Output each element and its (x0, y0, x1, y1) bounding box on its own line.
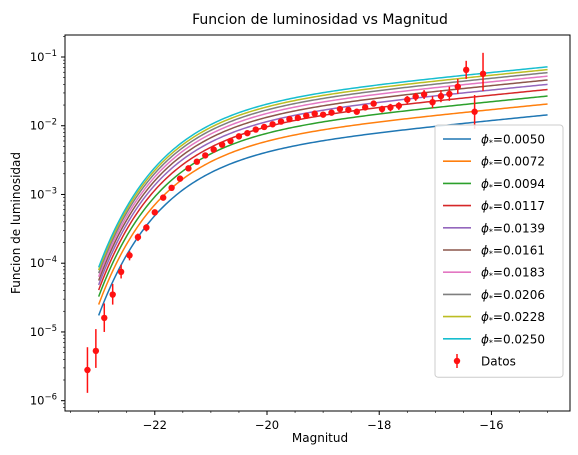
data-point (244, 129, 251, 137)
data-point (117, 268, 125, 276)
data-point (159, 194, 167, 201)
legend-label: ϕ*=0.0228 (481, 310, 545, 325)
legend-label: Datos (481, 355, 516, 369)
data-point (387, 104, 394, 111)
x-tick-label: −22 (143, 418, 167, 432)
data-point (185, 165, 192, 172)
data-point (420, 91, 428, 98)
legend-box (434, 124, 564, 378)
data-point (210, 146, 217, 153)
y-tick-label: 10−6 (30, 393, 57, 408)
data-point (437, 92, 445, 100)
legend: ϕ*=0.0050 ϕ*=0.0072 ϕ*=0.0094 ϕ*=0.0117 ϕ*=0… (434, 124, 564, 378)
data-point (176, 175, 184, 182)
data-point (143, 224, 150, 231)
data-point (395, 102, 403, 109)
data-point (193, 158, 201, 165)
data-points (84, 52, 487, 393)
data-point (370, 100, 377, 107)
data-point (303, 112, 310, 119)
legend-label: ϕ*=0.0117 (481, 199, 545, 214)
data-point (336, 105, 344, 113)
data-point (277, 118, 285, 125)
data-point (311, 110, 318, 117)
curve-series-9 (97, 66, 548, 268)
data-point (479, 70, 487, 77)
data-point (235, 133, 243, 140)
data-point (218, 141, 226, 148)
x-axis-label: Magnitud (292, 431, 348, 445)
data-point (92, 347, 100, 355)
curve-series-2 (97, 95, 548, 297)
data-point (84, 366, 91, 374)
data-point (454, 83, 461, 90)
chart-title: Funcion de luminosidad vs Magnitud (192, 12, 448, 28)
curve-series-5 (97, 79, 548, 281)
data-point (378, 105, 386, 113)
data-point (294, 114, 302, 122)
data-point (361, 104, 369, 111)
data-point (353, 108, 360, 115)
data-point (446, 90, 453, 98)
legend-label: ϕ*=0.0250 (481, 332, 545, 347)
data-point (151, 209, 158, 216)
legend-label: ϕ*=0.0072 (481, 155, 545, 170)
curve-series-0 (97, 114, 548, 316)
legend-label: ϕ*=0.0139 (481, 221, 545, 236)
x-tick-label: −20 (255, 418, 279, 432)
data-point (462, 66, 470, 74)
curve-series-6 (97, 75, 548, 277)
data-point (269, 121, 276, 128)
curve-series-8 (97, 68, 548, 271)
legend-label: ϕ*=0.0183 (481, 266, 545, 281)
data-point (101, 314, 108, 322)
data-point (252, 126, 259, 133)
curve-series-4 (97, 83, 548, 286)
data-point (328, 109, 335, 116)
data-point (260, 123, 268, 131)
y-axis-label: Funcion de luminosidad (9, 152, 23, 294)
data-point (109, 291, 116, 298)
y-tick-label: 10−4 (30, 255, 57, 270)
x-tick-label: −18 (367, 418, 391, 432)
data-point (168, 184, 175, 192)
data-point (412, 93, 419, 100)
y-tick-label: 10−2 (30, 118, 57, 133)
data-point (134, 233, 142, 241)
legend-swatch (453, 357, 461, 365)
data-point (202, 152, 209, 159)
plot-frame (64, 34, 571, 412)
data-point (404, 96, 411, 103)
y-axis: 10−6 10−5 10−4 10−3 10−2 10−1 (30, 36, 65, 408)
data-point (429, 98, 436, 106)
data-point (319, 111, 327, 118)
curve-series-7 (97, 71, 548, 274)
data-point (286, 115, 293, 123)
y-tick-label: 10−5 (30, 324, 57, 339)
y-tick-label: 10−3 (30, 186, 57, 201)
data-point (345, 106, 352, 114)
data-point (126, 252, 133, 259)
legend-label: ϕ*=0.0206 (481, 288, 545, 303)
y-tick-label: 10−1 (30, 49, 57, 64)
legend-label: ϕ*=0.0161 (481, 244, 545, 259)
legend-label: ϕ*=0.0094 (481, 177, 545, 192)
data-point (227, 137, 234, 145)
x-tick-label: −16 (479, 418, 503, 432)
legend-label: ϕ*=0.0050 (481, 133, 545, 148)
x-axis: −22 −20 −18 −16 (70, 411, 548, 432)
data-point (471, 108, 478, 115)
